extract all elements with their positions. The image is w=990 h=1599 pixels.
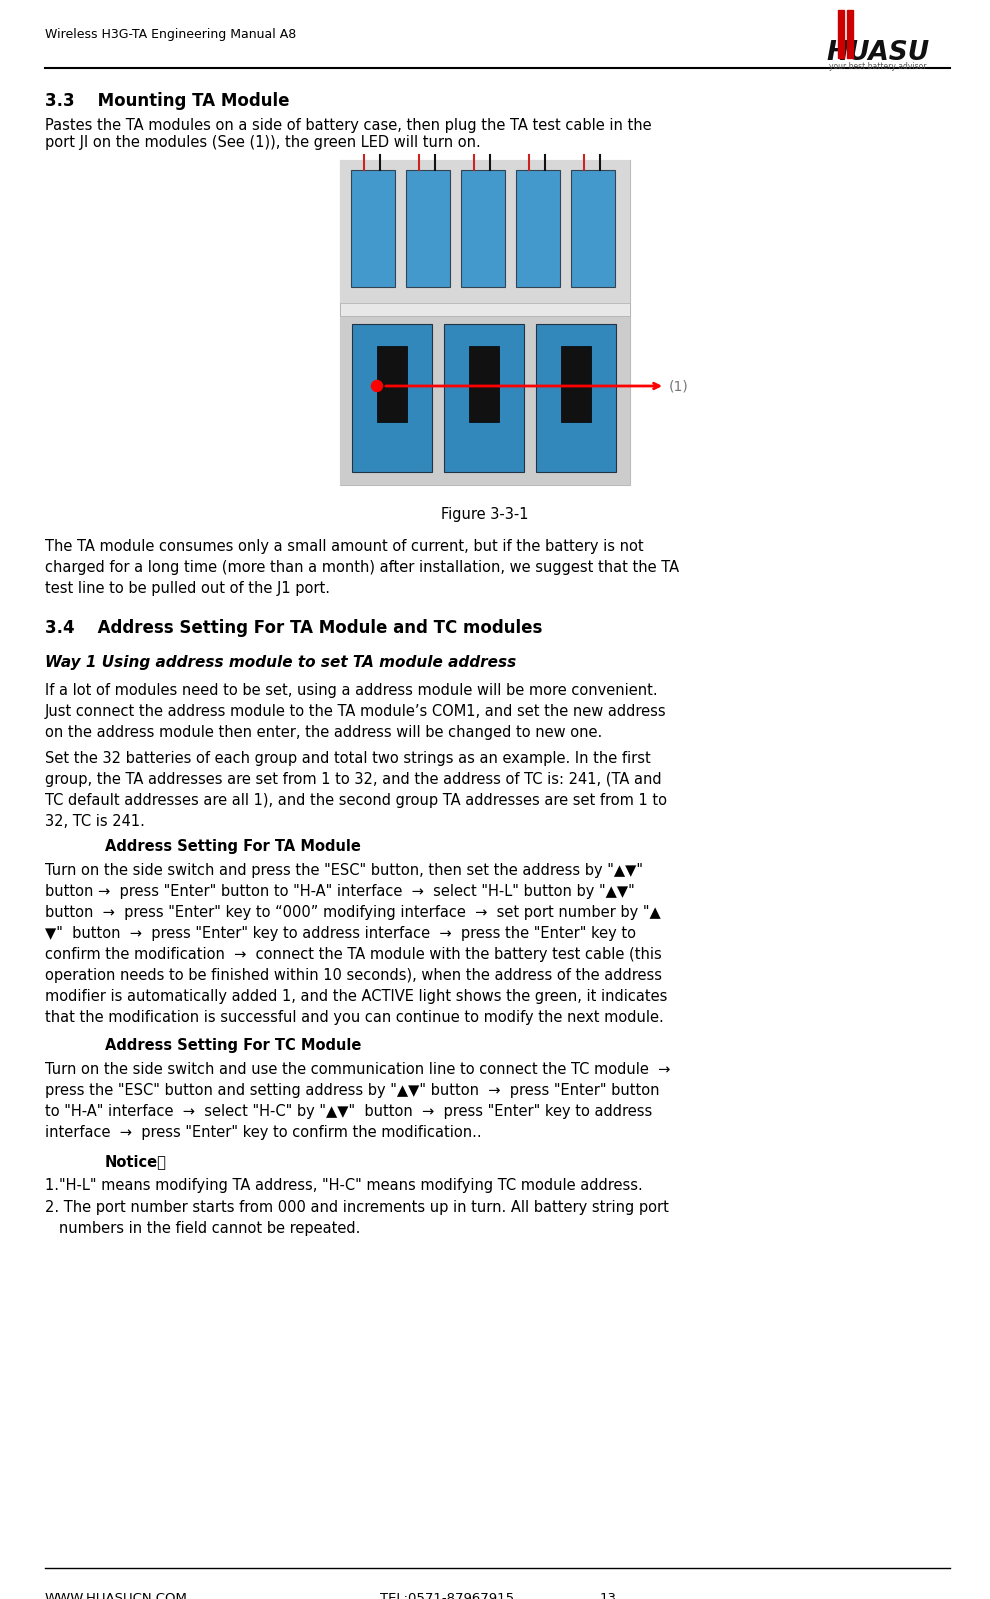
Text: The TA module consumes only a small amount of current, but if the battery is not: The TA module consumes only a small amou… [45, 539, 679, 596]
Bar [561, 345, 591, 422]
Text: Way 1 Using address module to set TA module address: Way 1 Using address module to set TA mod… [45, 656, 516, 670]
Text: Set the 32 batteries of each group and total two strings as an example. In the f: Set the 32 batteries of each group and t… [45, 752, 667, 828]
Text: Turn on the side switch and press the "ESC" button, then set the address by "▲▼": Turn on the side switch and press the "E… [45, 863, 667, 1025]
Bar [351, 169, 395, 286]
Text: (1): (1) [669, 379, 689, 393]
Text: Turn on the side switch and use the communication line to connect the TC module : Turn on the side switch and use the comm… [45, 1062, 670, 1140]
Bar [461, 169, 505, 286]
Bar [352, 325, 432, 472]
Bar [444, 325, 524, 472]
Bar [340, 160, 630, 302]
Bar [340, 317, 630, 484]
Text: Address Setting For TA Module: Address Setting For TA Module [105, 839, 361, 854]
Bar [516, 169, 560, 286]
Text: 1."H-L" means modifying TA address, "H-C" means modifying TC module address.: 1."H-L" means modifying TA address, "H-C… [45, 1178, 643, 1193]
Text: Figure 3-3-1: Figure 3-3-1 [442, 507, 529, 521]
Text: Wireless H3G-TA Engineering Manual A8: Wireless H3G-TA Engineering Manual A8 [45, 29, 296, 42]
Text: WWW.HUASUCN.COM: WWW.HUASUCN.COM [45, 1593, 188, 1599]
Bar [847, 10, 853, 58]
Bar [536, 325, 616, 472]
Bar [406, 169, 450, 286]
Bar [571, 169, 615, 286]
Bar [340, 302, 630, 317]
Text: 2. The port number starts from 000 and increments up in turn. All battery string: 2. The port number starts from 000 and i… [45, 1199, 669, 1236]
Text: your best battery advisor: your best battery advisor [830, 62, 927, 70]
Text: HUASU: HUASU [827, 40, 930, 66]
Text: Address Setting For TC Module: Address Setting For TC Module [105, 1038, 361, 1054]
Bar [469, 345, 499, 422]
Text: 3.4    Address Setting For TA Module and TC modules: 3.4 Address Setting For TA Module and TC… [45, 619, 543, 636]
Circle shape [371, 381, 382, 392]
Text: Notice：: Notice： [105, 1154, 167, 1169]
Bar [340, 160, 630, 484]
Text: 13: 13 [600, 1593, 617, 1599]
Text: Pastes the TA modules on a side of battery case, then plug the TA test cable in : Pastes the TA modules on a side of batte… [45, 118, 651, 150]
Text: TEL:0571-87967915: TEL:0571-87967915 [380, 1593, 514, 1599]
Bar [377, 345, 407, 422]
Text: 3.3    Mounting TA Module: 3.3 Mounting TA Module [45, 93, 289, 110]
Bar [838, 10, 844, 58]
Text: If a lot of modules need to be set, using a address module will be more convenie: If a lot of modules need to be set, usin… [45, 683, 666, 740]
